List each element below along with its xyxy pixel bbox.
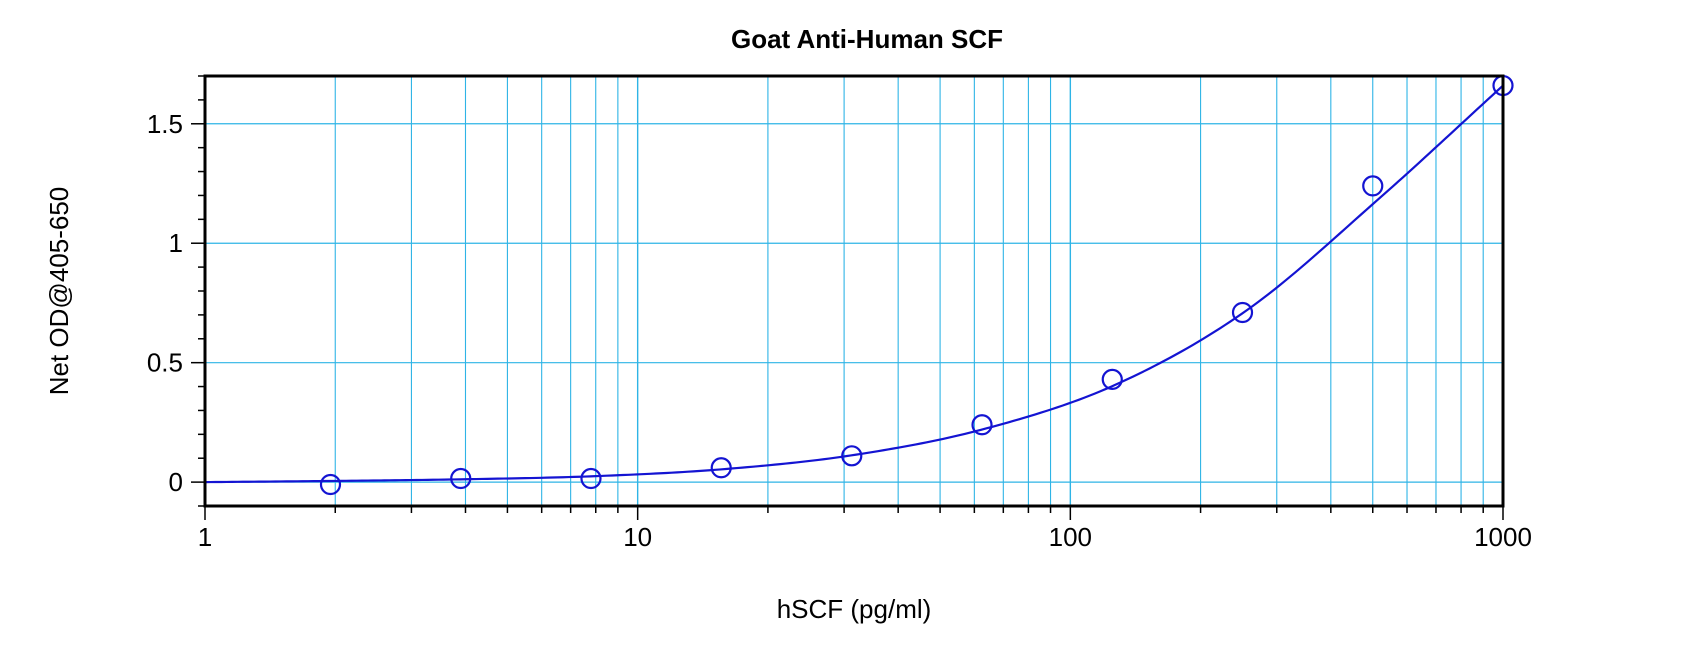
x-axis-label: hSCF (pg/ml) bbox=[777, 594, 932, 624]
y-tick-label: 1.5 bbox=[147, 109, 183, 139]
points-layer bbox=[319, 74, 1514, 496]
x-tick-label: 1 bbox=[198, 522, 212, 552]
data-point bbox=[710, 457, 732, 479]
fit-curve bbox=[204, 84, 1504, 484]
chart-title: Goat Anti-Human SCF bbox=[731, 24, 1003, 54]
plot-frame bbox=[203, 74, 1505, 508]
fit-curve-layer bbox=[204, 84, 1504, 484]
y-tick-label: 0 bbox=[169, 467, 183, 497]
data-point bbox=[971, 414, 993, 436]
y-axis-label: Net OD@405-650 bbox=[44, 187, 74, 396]
axes-layer: 0 0.5 1 1.5 1 10 100 1000 bbox=[147, 75, 1532, 552]
x-tick-label: 100 bbox=[1049, 522, 1092, 552]
x-tick-label: 1000 bbox=[1474, 522, 1532, 552]
data-point bbox=[319, 473, 342, 496]
grid-layer bbox=[205, 76, 1503, 506]
data-point bbox=[580, 467, 602, 490]
data-point bbox=[1231, 301, 1254, 324]
x-tick-label: 10 bbox=[623, 522, 652, 552]
data-point bbox=[1101, 368, 1123, 390]
data-point bbox=[841, 445, 863, 467]
y-tick-label: 1 bbox=[169, 228, 183, 258]
data-point bbox=[1362, 175, 1384, 197]
data-point bbox=[450, 467, 472, 490]
y-tick-label: 0.5 bbox=[147, 348, 183, 378]
